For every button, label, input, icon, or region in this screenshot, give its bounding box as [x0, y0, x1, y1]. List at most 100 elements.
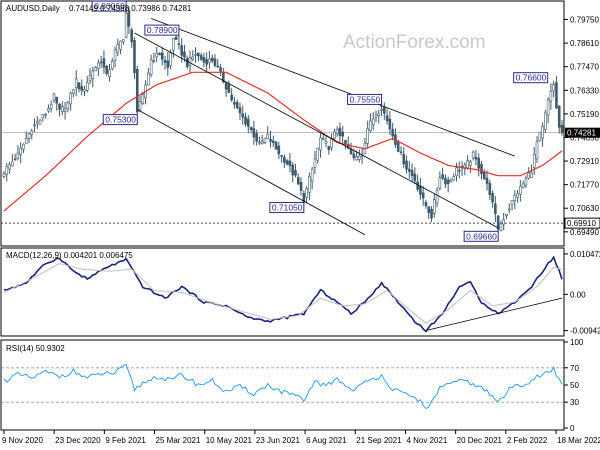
- candle-body: [446, 179, 450, 185]
- x-tick-label: 9 Nov 2020: [2, 436, 43, 445]
- x-tick-label: 20 Dec 2021: [457, 436, 503, 445]
- candle-body: [202, 57, 206, 63]
- trendline: [150, 18, 515, 157]
- candle-body: [491, 193, 494, 203]
- macd-y-tick-label: -0.009426: [570, 327, 600, 336]
- candle-body: [19, 147, 22, 155]
- candle-body: [560, 124, 564, 133]
- annotation-label: 0.75550: [350, 94, 381, 104]
- candle-body: [277, 145, 281, 155]
- candle-body: [216, 65, 220, 68]
- x-tick-label: 18 Mar 2022: [557, 436, 600, 445]
- candle-body: [496, 215, 500, 230]
- annotation-label: 0.69660: [466, 231, 497, 241]
- candle-body: [49, 103, 53, 109]
- support-value-label: 0.69910: [567, 219, 596, 228]
- candle-body: [163, 60, 167, 63]
- watermark: ActionForex.com: [343, 32, 486, 53]
- candle-body: [383, 106, 386, 114]
- candle-body: [60, 106, 64, 112]
- candle-body: [183, 51, 186, 58]
- x-tick-label: 9 Feb 2021: [105, 436, 146, 445]
- price-y-tick-label: 0.70630: [570, 204, 599, 213]
- candle-body: [85, 82, 89, 91]
- candle-body: [155, 52, 158, 58]
- candle-body: [113, 49, 117, 61]
- candle-body: [346, 143, 350, 149]
- candle-body: [133, 40, 136, 74]
- candle-body: [538, 132, 542, 142]
- candle-body: [444, 177, 447, 185]
- price-pane-frame: [0, 0, 565, 247]
- candle-body: [110, 61, 114, 69]
- x-tick-label: 23 Dec 2020: [55, 436, 101, 445]
- candle-body: [116, 44, 120, 53]
- candle-body: [47, 108, 50, 112]
- candle-body: [166, 60, 170, 68]
- rsi-title: RSI(14) 50.9302: [6, 344, 65, 353]
- candle-body: [199, 55, 203, 60]
- candle-body: [341, 131, 344, 137]
- macd-pane-frame: [0, 247, 565, 337]
- candle-body: [488, 183, 492, 196]
- candle-body: [477, 157, 481, 169]
- candle-body: [210, 57, 214, 62]
- candle-body: [258, 141, 261, 144]
- rsi-y-tick-label: 100: [570, 338, 584, 347]
- candle-body: [88, 75, 92, 82]
- candle-body: [158, 52, 161, 56]
- candle-body: [399, 151, 403, 154]
- candle-body: [213, 58, 217, 66]
- candle-body: [369, 120, 372, 132]
- candle-body: [152, 60, 156, 62]
- candle-body: [147, 72, 150, 86]
- candle-body: [335, 128, 339, 134]
- trendline: [137, 109, 366, 236]
- candle-body: [377, 112, 381, 117]
- candle-body: [255, 133, 258, 142]
- candle-body: [316, 147, 320, 161]
- annotation-box: [513, 72, 549, 84]
- annotation-label: 0.75300: [105, 115, 136, 125]
- candle-body: [358, 155, 361, 160]
- price-pane: 0.79750 0.78610 0.77470 0.76330 0.75190 0.740…: [1, 0, 600, 242]
- candle-body: [205, 59, 208, 65]
- candle-body: [299, 181, 303, 191]
- candle-body: [172, 38, 175, 51]
- candle-body: [541, 125, 544, 139]
- candle-body: [280, 155, 283, 157]
- x-tick-label: 21 Sep 2021: [356, 436, 402, 445]
- candle-body: [177, 43, 181, 45]
- candle-body: [413, 173, 417, 182]
- candle-body: [402, 153, 406, 165]
- candle-body: [499, 223, 503, 231]
- candle-body: [246, 118, 250, 127]
- candle-body: [546, 99, 550, 116]
- candle-body: [260, 140, 264, 145]
- annotation-box: [463, 230, 499, 242]
- candle-body: [227, 84, 231, 94]
- macd-pane: 0.010472 0.00 -0.009426: [3, 250, 600, 336]
- candle-body: [130, 29, 134, 43]
- candle-body: [141, 94, 145, 104]
- current-price-label: 0.74281: [567, 129, 596, 138]
- candle-body: [249, 126, 253, 131]
- candle-body: [8, 164, 11, 170]
- candle-body: [235, 102, 239, 109]
- macd-title: MACD(12,26,9) 0.004201 0.006475: [6, 251, 133, 260]
- candle-body: [441, 174, 444, 179]
- candle-body: [44, 114, 47, 116]
- rsi-line: [3, 363, 563, 410]
- candle-body: [555, 82, 558, 109]
- candle-body: [513, 195, 517, 201]
- rsi-y-tick-label: 0: [570, 424, 575, 433]
- candle-body: [208, 58, 211, 63]
- candle-body: [435, 189, 439, 204]
- candle-body: [188, 57, 192, 66]
- candle-body: [380, 109, 383, 111]
- candle-body: [291, 164, 295, 176]
- annotation-label: 0.78900: [147, 25, 178, 35]
- candle-body: [408, 168, 411, 172]
- annotation-box: [102, 114, 138, 126]
